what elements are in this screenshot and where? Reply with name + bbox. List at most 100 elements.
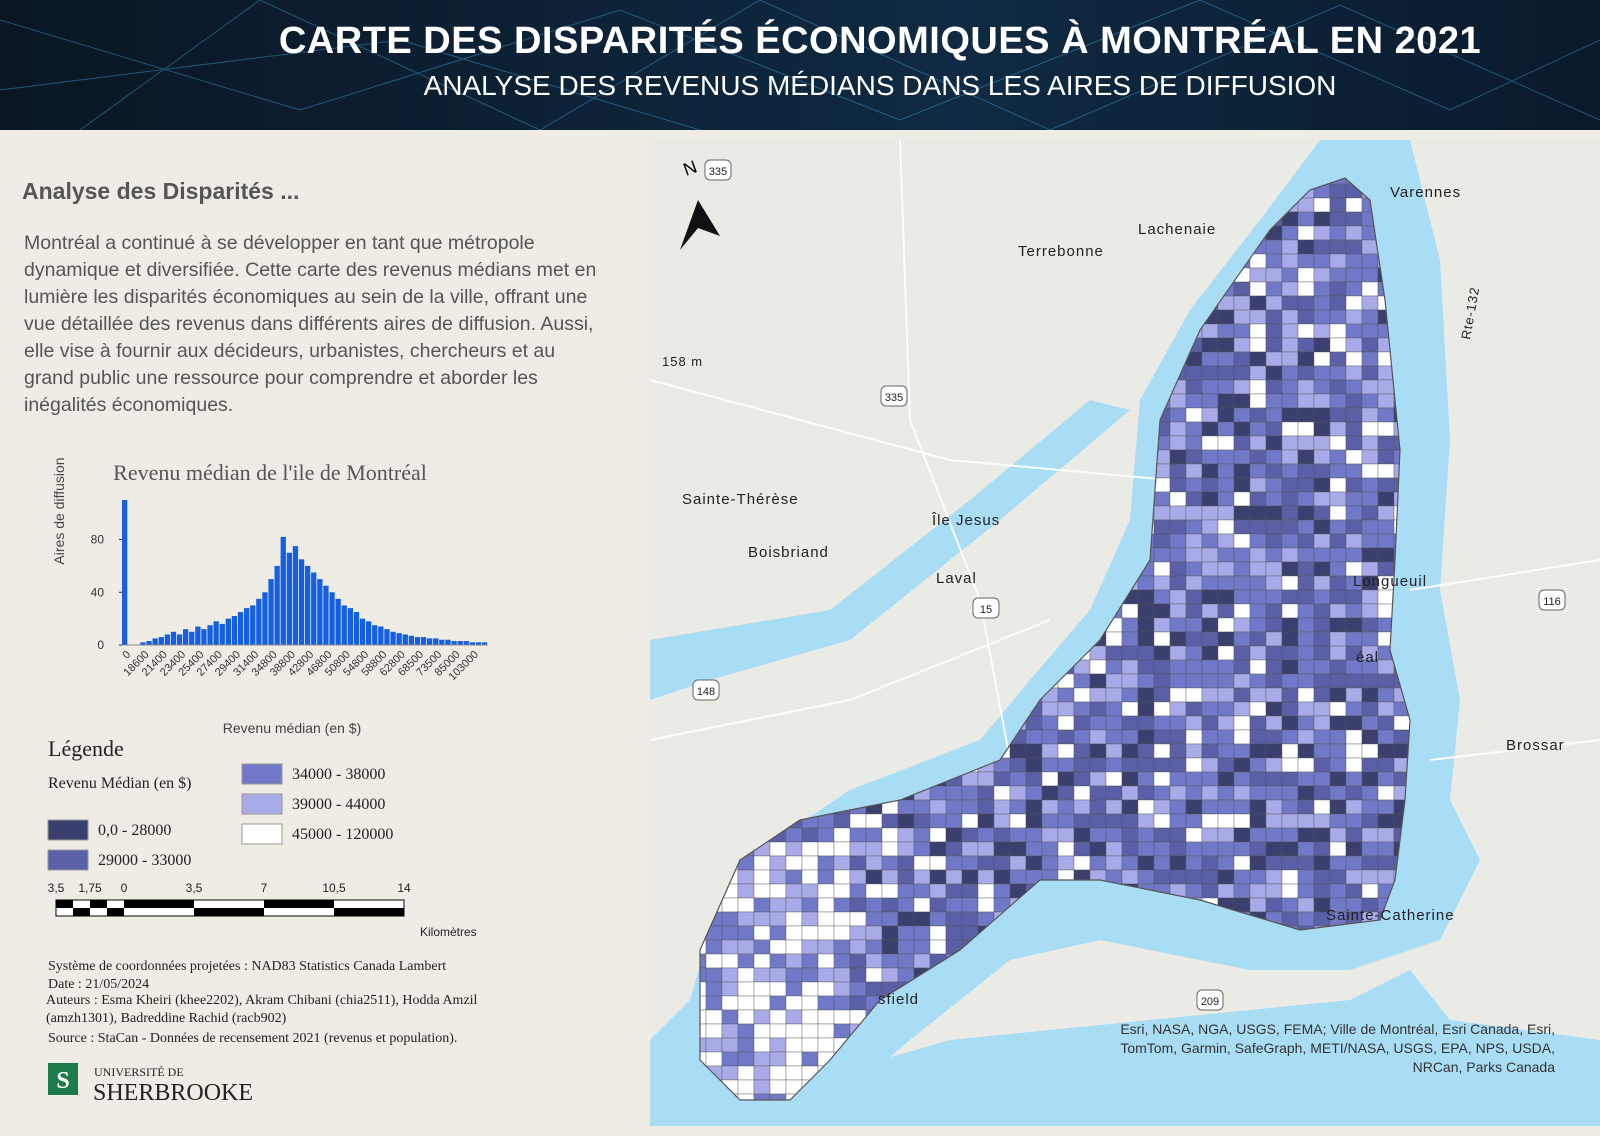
census-area bbox=[1233, 645, 1251, 661]
census-area bbox=[849, 981, 867, 997]
census-area bbox=[1265, 869, 1283, 885]
census-area bbox=[929, 911, 947, 927]
census-area bbox=[1281, 463, 1299, 479]
census-area bbox=[1297, 659, 1315, 675]
census-area bbox=[1201, 827, 1219, 843]
census-area bbox=[1057, 785, 1075, 801]
census-area bbox=[1057, 799, 1075, 815]
census-area bbox=[1265, 351, 1283, 367]
census-area bbox=[721, 1023, 739, 1039]
place-label: Laval bbox=[936, 570, 977, 587]
census-area bbox=[1345, 337, 1363, 353]
census-area bbox=[1281, 813, 1299, 829]
census-area bbox=[1201, 631, 1219, 647]
census-area bbox=[1345, 827, 1363, 843]
census-area bbox=[785, 1009, 803, 1025]
census-area bbox=[1217, 869, 1235, 885]
census-area bbox=[1009, 827, 1027, 843]
census-area bbox=[1009, 841, 1027, 857]
census-area bbox=[1185, 687, 1203, 703]
census-area bbox=[1217, 701, 1235, 717]
census-area bbox=[769, 869, 787, 885]
census-area bbox=[769, 967, 787, 983]
census-area bbox=[737, 995, 755, 1011]
census-area bbox=[1329, 743, 1347, 759]
census-area bbox=[1265, 463, 1283, 479]
census-area bbox=[1217, 407, 1235, 423]
census-area bbox=[1233, 617, 1251, 633]
census-area bbox=[1169, 561, 1187, 577]
census-area bbox=[1073, 701, 1091, 717]
census-area bbox=[721, 1065, 739, 1081]
census-area bbox=[1201, 869, 1219, 885]
census-area bbox=[1185, 519, 1203, 535]
census-area bbox=[1137, 701, 1155, 717]
census-area bbox=[1297, 519, 1315, 535]
census-area bbox=[1281, 673, 1299, 689]
census-area bbox=[961, 897, 979, 913]
census-area bbox=[1345, 533, 1363, 549]
census-area bbox=[1169, 617, 1187, 633]
census-area bbox=[1201, 743, 1219, 759]
census-area bbox=[1185, 673, 1203, 689]
bar bbox=[274, 565, 280, 645]
census-area bbox=[993, 841, 1011, 857]
census-area bbox=[1329, 813, 1347, 829]
census-area bbox=[753, 939, 771, 955]
census-area bbox=[1329, 421, 1347, 437]
census-area bbox=[1169, 701, 1187, 717]
census-area bbox=[1105, 855, 1123, 871]
census-area bbox=[1025, 771, 1043, 787]
census-area bbox=[1169, 449, 1187, 465]
census-area bbox=[753, 1009, 771, 1025]
census-area bbox=[1185, 449, 1203, 465]
census-area bbox=[1025, 729, 1043, 745]
census-area bbox=[1169, 855, 1187, 871]
census-area bbox=[1345, 771, 1363, 787]
census-area bbox=[1217, 323, 1235, 339]
census-area bbox=[1201, 729, 1219, 745]
y-tick-label: 0 bbox=[97, 638, 104, 652]
census-area bbox=[737, 1093, 755, 1100]
census-area bbox=[865, 883, 883, 899]
census-area bbox=[705, 953, 723, 969]
census-area bbox=[1329, 771, 1347, 787]
census-area bbox=[1137, 813, 1155, 829]
census-area bbox=[1345, 799, 1363, 815]
census-area bbox=[1297, 421, 1315, 437]
census-area bbox=[945, 785, 963, 801]
census-area bbox=[1297, 841, 1315, 857]
census-area bbox=[1233, 673, 1251, 689]
subtitle: ANALYSE DES REVENUS MÉDIANS DANS LES AIR… bbox=[423, 70, 1337, 101]
metadata: Date : 21/05/2024 bbox=[48, 977, 149, 992]
census-area bbox=[1313, 799, 1331, 815]
census-area bbox=[1201, 589, 1219, 605]
metadata-block: Auteurs : Esma Kheiri (khee2202), Akram … bbox=[46, 993, 477, 1026]
census-area bbox=[1089, 701, 1107, 717]
census-area bbox=[1137, 575, 1155, 591]
census-area bbox=[1233, 477, 1251, 493]
census-area bbox=[1281, 365, 1299, 381]
census-area bbox=[1137, 589, 1155, 605]
census-area bbox=[1217, 421, 1235, 437]
census-area bbox=[1233, 603, 1251, 619]
census-area bbox=[1217, 505, 1235, 521]
bar bbox=[390, 631, 396, 645]
scale-segment bbox=[334, 908, 404, 916]
census-area bbox=[897, 827, 915, 843]
census-area bbox=[1297, 603, 1315, 619]
census-area bbox=[1329, 491, 1347, 507]
census-area bbox=[1137, 841, 1155, 857]
census-area bbox=[849, 925, 867, 941]
census-area bbox=[1265, 267, 1283, 283]
census-area bbox=[737, 1037, 755, 1053]
census-area bbox=[1329, 407, 1347, 423]
census-area bbox=[1313, 729, 1331, 745]
census-area bbox=[1249, 673, 1267, 689]
census-area bbox=[1185, 491, 1203, 507]
census-area bbox=[1233, 435, 1251, 451]
census-area bbox=[1201, 659, 1219, 675]
bar bbox=[250, 605, 256, 645]
census-area bbox=[1249, 463, 1267, 479]
census-area bbox=[1313, 253, 1331, 269]
